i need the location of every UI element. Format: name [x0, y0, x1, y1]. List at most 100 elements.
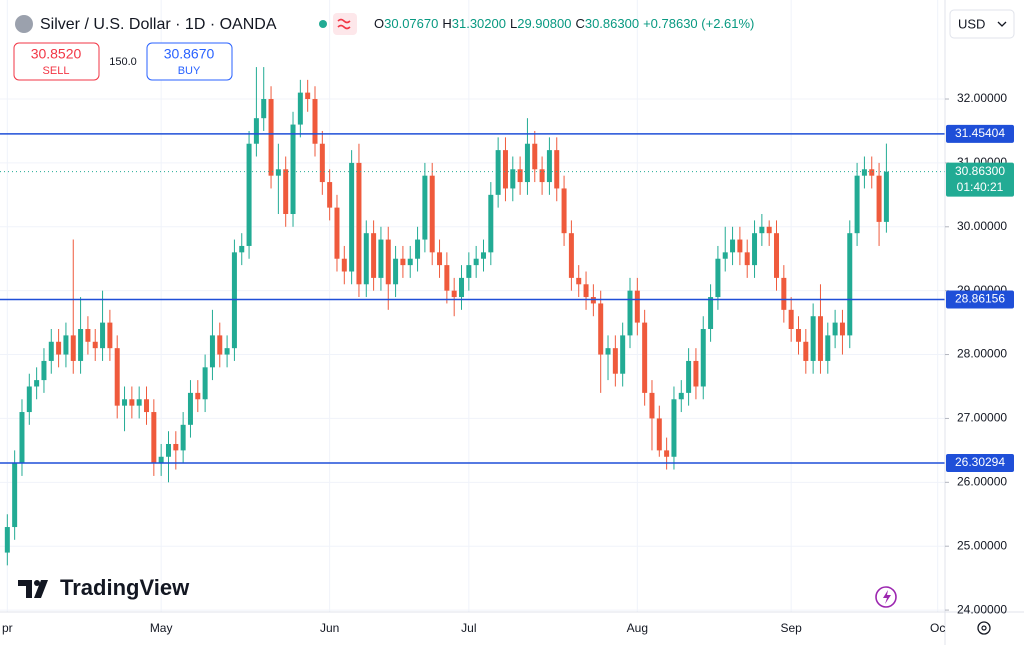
candle-body [737, 239, 743, 253]
brand-name: TradingView [60, 575, 190, 600]
x-tick-label: Sep [780, 621, 802, 635]
candle-body [4, 527, 10, 553]
candle-body [356, 162, 362, 285]
candle-body [158, 456, 164, 464]
buy-button[interactable] [146, 42, 233, 81]
candle-body [253, 118, 259, 144]
candle-body [407, 258, 413, 266]
ohlc-value: 30.07670 [384, 16, 438, 31]
market-open-dot [319, 20, 327, 28]
candle-body [576, 277, 582, 285]
candle-body [774, 233, 780, 278]
candle-body [561, 188, 567, 234]
candle-body [173, 443, 179, 451]
candle-body [568, 233, 574, 278]
ohlc-value: 31.30200 [452, 16, 506, 31]
candle-body [678, 392, 684, 400]
candle-body [825, 335, 831, 361]
level-badge [946, 290, 1014, 309]
candle-body [297, 92, 303, 125]
candle-body [759, 226, 765, 234]
candle-body [429, 175, 435, 253]
candle-body [752, 233, 758, 266]
candle-body [546, 150, 552, 183]
candle-body [883, 171, 889, 222]
candle-body [444, 265, 450, 291]
candle-body [385, 239, 391, 285]
ohlc-key: O [374, 16, 384, 31]
candle-body [275, 169, 281, 176]
candle-body [583, 284, 589, 298]
currency-select[interactable] [949, 9, 1015, 39]
candle-body [810, 316, 816, 361]
x-tick-label: Aug [627, 621, 648, 635]
candle-body [715, 258, 721, 298]
candle-body [349, 162, 355, 272]
candle-body [261, 99, 267, 119]
x-tick-label: Jul [461, 621, 476, 635]
settings-icon[interactable] [977, 621, 991, 635]
ohlc-value: 29.90800 [517, 16, 571, 31]
candle-body [854, 175, 860, 234]
candle-body [12, 463, 18, 528]
ohlc-key: L [510, 16, 517, 31]
candle-body [459, 277, 465, 298]
candle-body [781, 277, 787, 310]
candle-body [334, 207, 340, 259]
candle-body [686, 360, 692, 393]
candle-body [363, 233, 369, 285]
candle-body [708, 297, 714, 329]
candle-body [803, 341, 809, 361]
currency[interactable]: USD [958, 16, 985, 31]
assistant-icon[interactable] [875, 586, 897, 608]
x-tick-label: Oc [930, 621, 945, 635]
sell-button[interactable] [13, 42, 100, 81]
candle-body [502, 150, 508, 189]
x-tick-label: May [150, 621, 173, 635]
sell-price[interactable]: 30.8520 [31, 46, 82, 62]
candle-body [224, 348, 230, 355]
buy-label[interactable]: BUY [178, 65, 201, 77]
candle-body [437, 252, 443, 266]
sell-label[interactable]: SELL [43, 65, 70, 77]
candle-body [63, 335, 69, 355]
candle-body [151, 412, 157, 464]
candle-body [722, 252, 728, 259]
last-price-badge [946, 162, 1014, 197]
candle-body [598, 303, 604, 355]
candle-body [795, 328, 801, 342]
candle-body [451, 290, 457, 298]
countdown: 01:40:21 [957, 180, 1004, 194]
dropdown-arrow [997, 21, 1007, 27]
candle-body [56, 341, 62, 355]
candle-body [85, 328, 91, 342]
candle-body [100, 322, 106, 349]
candle-body [700, 328, 706, 387]
candle-body [34, 380, 40, 387]
candle-body [832, 322, 838, 336]
change: +0.78630 (+2.61%) [643, 16, 754, 31]
axes: 24.00000 25.00000 26.00000 27.00000 28.00000… [2, 91, 1014, 635]
candle-body [861, 169, 867, 176]
ohlc-key: C [575, 16, 584, 31]
candle-body [92, 341, 98, 349]
last-price-label: 30.86300 [955, 164, 1005, 178]
candle-body [122, 399, 128, 406]
level-label: 28.86156 [955, 292, 1005, 306]
status-badge [333, 13, 357, 35]
ohlc-value: 30.86300 [585, 16, 639, 31]
candle-body [415, 239, 421, 259]
candle-body [480, 252, 486, 259]
candle-body [532, 143, 538, 170]
buy-price[interactable]: 30.8670 [164, 46, 215, 62]
candle-body [510, 169, 516, 189]
plot-area [0, 0, 945, 612]
y-tick-label: 26.00000 [957, 474, 1007, 488]
ohlc-row: O30.07670 H31.30200 L29.90800 C30.86300 +0.7… [374, 16, 754, 31]
candle-body [847, 233, 853, 336]
candle-body [524, 143, 530, 183]
assistant-bolt [883, 590, 891, 604]
candle-body [656, 418, 662, 451]
candle-body [78, 328, 84, 361]
